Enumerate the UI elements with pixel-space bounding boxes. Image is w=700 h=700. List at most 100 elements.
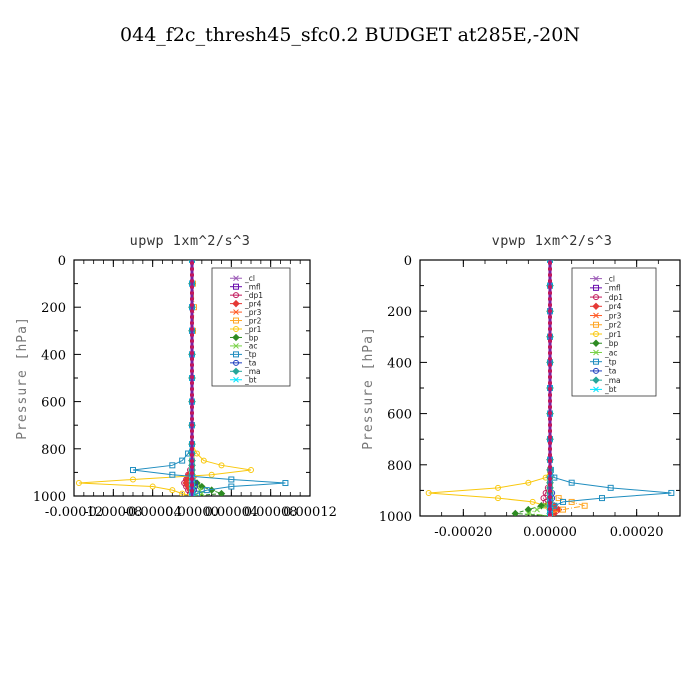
series-point: [668, 489, 675, 496]
legend-entry-label: _tp: [604, 357, 617, 366]
zero-profile-marker: [548, 507, 552, 511]
legend-swatch-marker: [233, 343, 239, 349]
legend-entry-label: _dp1: [604, 293, 623, 302]
x-tick-label: -0.00012: [45, 505, 103, 520]
series-point: [599, 495, 605, 502]
panel-title-upwp: upwp 1xm^2/s^3: [130, 233, 251, 249]
zero-profile-marker: [548, 423, 552, 427]
series-point: [525, 479, 532, 486]
zero-profile-marker: [190, 435, 194, 439]
legend-swatch-marker: [233, 376, 239, 383]
zero-profile-marker: [548, 345, 552, 349]
zero-profile-marker: [548, 477, 552, 481]
zero-profile-marker: [190, 357, 194, 361]
zero-profile-marker: [190, 399, 194, 403]
zero-profile-marker: [190, 309, 194, 313]
zero-profile-marker: [548, 351, 552, 355]
zero-profile-marker: [190, 381, 194, 385]
series-point: [179, 490, 186, 496]
series-point: [425, 489, 432, 496]
legend-entry-label: _bp: [604, 339, 619, 348]
zero-profile-marker: [548, 441, 552, 445]
zero-profile-marker: [190, 447, 194, 451]
zero-profile-marker: [548, 483, 552, 487]
series-point: [511, 509, 520, 516]
series-point: [248, 467, 254, 474]
series-point: [555, 495, 562, 502]
legend-entry-label: _mfl: [604, 284, 621, 293]
zero-profile-marker: [190, 315, 194, 319]
zero-profile-marker: [190, 465, 194, 469]
zero-profile-marker: [548, 495, 552, 499]
zero-profile-marker: [548, 387, 552, 391]
series-point: [581, 502, 588, 509]
legend-swatch-marker: [593, 275, 599, 282]
zero-profile-marker: [548, 417, 552, 421]
x-tick-label: -0.00004: [124, 505, 182, 520]
legend-entry-label: _bt: [604, 385, 617, 394]
zero-profile-marker: [548, 369, 552, 373]
series-point: [200, 457, 207, 464]
legend-entry-label: _pr4: [604, 302, 622, 311]
legend-box: [571, 267, 657, 397]
zero-profile-marker: [548, 285, 552, 289]
zero-profile-marker: [190, 363, 194, 367]
legend: _cl_mfl_dp1_pr4_pr3_pr2_pr1_bp_ac_tp_ta_…: [571, 267, 657, 397]
zero-profile-marker: [548, 321, 552, 325]
x-tick-label: 0.00000: [523, 525, 577, 540]
legend-swatch-marker: [233, 317, 239, 324]
zero-profile-marker: [190, 441, 194, 445]
zero-profile-marker: [548, 357, 552, 361]
series-point: [228, 483, 235, 490]
zero-profile-marker: [548, 435, 552, 439]
zero-profile-marker: [548, 381, 552, 385]
legend-swatch-marker: [593, 331, 599, 337]
zero-profile-marker: [190, 321, 194, 325]
legend-swatch-marker: [232, 333, 240, 342]
zero-profile-marker: [548, 447, 552, 451]
legend-entry-label: _pr2: [604, 321, 622, 330]
legend-swatch-marker: [233, 275, 239, 282]
series-point: [189, 493, 195, 496]
series-point: [534, 506, 540, 513]
legend-swatch-marker: [593, 358, 599, 365]
zero-profile-marker: [190, 453, 194, 457]
series-point: [169, 471, 176, 478]
series-point: [495, 495, 501, 502]
series-point: [208, 471, 215, 478]
series-point: [218, 462, 225, 469]
zero-profile-marker: [190, 411, 194, 415]
legend-swatch-marker: [232, 367, 240, 376]
legend-swatch-marker: [232, 299, 240, 308]
x-tick-label: -0.00020: [434, 525, 492, 540]
y-tick-label: 1000: [379, 510, 412, 525]
series-point: [169, 487, 176, 494]
y-axis-label-vpwp: Pressure [hPa]: [361, 326, 376, 450]
legend-entry-label: _ma: [244, 367, 261, 376]
legend-swatch-marker: [593, 349, 599, 356]
series-point: [524, 505, 533, 514]
zero-profile-marker: [548, 339, 552, 343]
legend-swatch-marker: [233, 359, 239, 366]
y-axis-label-upwp: Pressure [hPa]: [15, 316, 30, 440]
zero-profile-marker: [190, 477, 194, 481]
legend-swatch-marker: [593, 294, 599, 301]
zero-profile-marker: [190, 279, 194, 283]
legend-swatch-marker: [233, 351, 239, 358]
y-tick-label: 400: [387, 356, 412, 371]
x-tick-label: 0.00020: [610, 525, 664, 540]
y-tick-label: 0: [58, 254, 66, 269]
legend-swatch-marker: [593, 312, 599, 319]
legend-entry-label: _ac: [244, 342, 257, 351]
zero-profile-marker: [548, 375, 552, 379]
legend-swatch-marker: [233, 292, 239, 299]
zero-profile-marker: [190, 303, 194, 307]
legend-swatch-marker: [593, 386, 599, 393]
x-tick-label: -0.00008: [84, 505, 142, 520]
legend-swatch-marker: [233, 309, 239, 315]
zero-profile-marker: [190, 483, 194, 487]
zero-profile-marker: [548, 513, 552, 517]
series-point: [130, 476, 136, 483]
legend-entry-label: _bt: [244, 376, 257, 385]
zero-profile-marker: [190, 351, 194, 355]
